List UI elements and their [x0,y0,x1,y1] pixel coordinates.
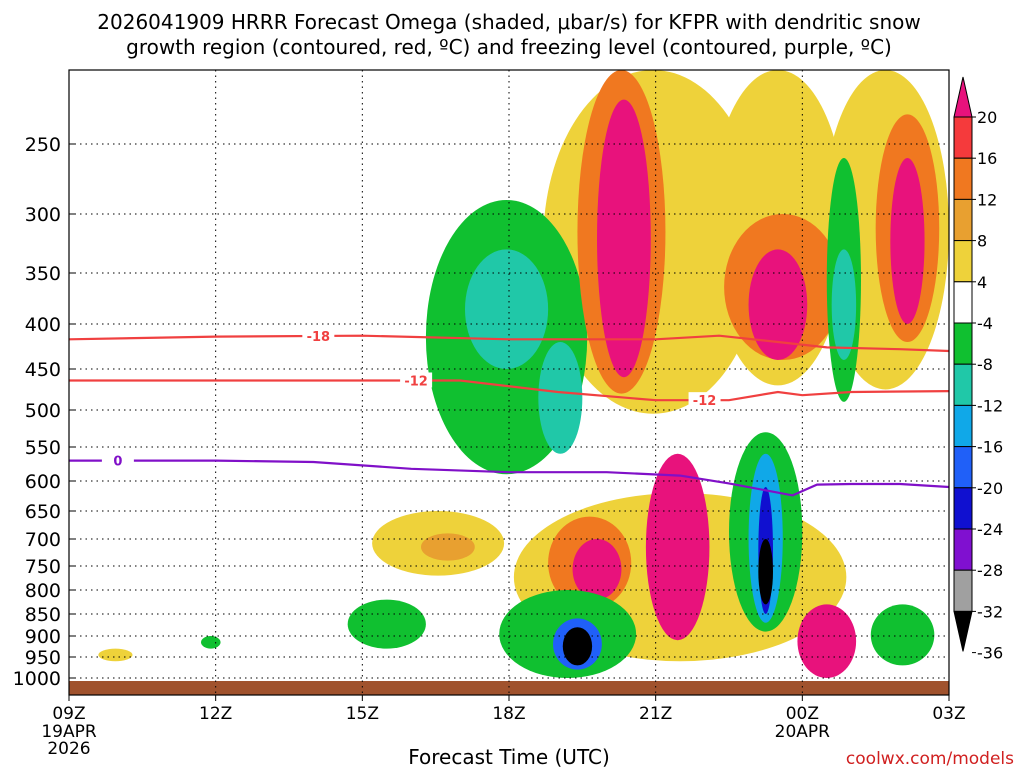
y-tick-label-550: 550 [25,437,61,459]
contour-line-2 [69,459,949,497]
chart-title-line2: growth region (contoured, red, ºC) and f… [126,35,892,59]
omega-region-18 [572,539,622,600]
omega-region-13 [890,158,925,324]
site-credit: coolwx.com/models [846,749,1014,768]
colorbar-swatch-1 [953,116,973,159]
y-tick-label-750: 750 [25,556,61,578]
contour-label-bg-1-0 [400,372,433,388]
x-tick-label-15Z: 15Z [346,704,379,724]
colorbar-label-13: -36 [977,644,1003,663]
omega-region-7 [597,99,651,378]
colorbar-label-6: -8 [977,355,993,374]
contour-label-1-0: -12 [404,374,428,389]
colorbar-swatch-10 [953,487,973,530]
omega-region-30 [98,648,133,662]
x-date-label-2026: 2026 [47,739,90,759]
omega-region-9 [748,249,808,360]
colorbar-label-4: 4 [977,273,987,292]
colorbar-label-1: 16 [977,149,997,168]
colorbar: 20 16 12 8 4 -4 -8 -12 -16 -20 -24 -28 -32 -36 [953,76,1003,663]
omega-region-4 [465,249,549,369]
colorbar-swatch-2 [953,157,973,200]
y-tick-label-700: 700 [25,529,61,551]
y-tick-label-250: 250 [25,134,61,156]
y-axis: 2503003504004505005506006507007508008509… [13,134,75,690]
omega-region-11 [831,249,857,360]
omega-region-27 [797,604,857,678]
y-tick-label-950: 950 [25,647,61,669]
colorbar-label-3: 8 [977,232,987,251]
y-tick-label-800: 800 [25,580,61,602]
colorbar-swatch-4 [953,240,973,283]
y-tick-label-900: 900 [25,626,61,648]
y-tick-label-850: 850 [25,604,61,626]
y-tick-label-500: 500 [25,400,61,422]
colorbar-label-0: 20 [977,108,997,127]
omega-region-29 [347,599,426,649]
colorbar-label-2: 12 [977,190,997,209]
y-tick-label-300: 300 [25,204,61,226]
colorbar-label-8: -16 [977,438,1003,457]
x-axis-label: Forecast Time (UTC) [408,745,610,768]
colorbar-label-5: -4 [977,314,993,333]
x-tick-label-00Z: 00Z [786,704,819,724]
colorbar-swatch-5 [953,281,973,324]
x-tick-label-12Z: 12Z [199,704,232,724]
contour-label-bg-1-1 [688,392,721,408]
omega-region-19 [645,453,710,641]
colorbar-swatch-8 [953,404,973,448]
omega-region-23 [758,539,774,605]
colorbar-swatch-3 [953,198,973,242]
y-tick-label-1000: 1000 [13,668,61,690]
colorbar-label-11: -28 [977,561,1003,580]
omega-region-15 [421,533,475,561]
y-tick-label-450: 450 [25,359,61,381]
x-tick-label-21Z: 21Z [639,704,672,724]
colorbar-swatch-12 [953,569,973,612]
contour-line-1 [69,379,949,402]
omega-region-26 [562,627,593,666]
x-date-label-20APR: 20APR [775,722,831,742]
contour-label-bg-2-0 [101,452,134,468]
x-tick-label-09Z: 09Z [52,704,85,724]
colorbar-swatch-9 [953,446,973,489]
y-tick-label-400: 400 [25,314,61,336]
colorbar-label-12: -32 [977,602,1003,621]
x-date-label-19APR: 19APR [41,722,97,742]
colorbar-label-7: -12 [977,396,1003,415]
contour-label-bg-0-0 [302,327,335,343]
contour-line-0 [69,334,949,353]
colorbar-swatch-11 [953,528,973,571]
x-tick-label-18Z: 18Z [492,704,525,724]
omega-region-5 [538,342,583,454]
x-tick-label-03Z: 03Z [932,704,965,724]
y-tick-label-650: 650 [25,501,61,523]
omega-region-28 [870,604,935,666]
colorbar-top-arrow [953,76,973,118]
omega-shading [98,70,949,678]
omega-region-31 [201,636,221,649]
colorbar-swatch-7 [953,363,973,406]
pressure-gridlines [69,70,949,695]
contour-label-2-0: 0 [113,455,122,470]
colorbar-label-10: -24 [977,520,1003,539]
contour-label-0-0: -18 [307,330,331,345]
ground-layer [69,681,949,695]
y-tick-label-600: 600 [25,471,61,493]
colorbar-swatch-6 [953,322,973,365]
contour-label-1-1: -12 [693,394,717,409]
chart-title-line1: 2026041909 HRRR Forecast Omega (shaded, … [97,10,920,34]
colorbar-bottom-arrow [953,610,973,652]
colorbar-label-9: -20 [977,479,1003,498]
contour-lines: -18 -12 -12 0 [69,327,949,497]
y-tick-label-350: 350 [25,263,61,285]
